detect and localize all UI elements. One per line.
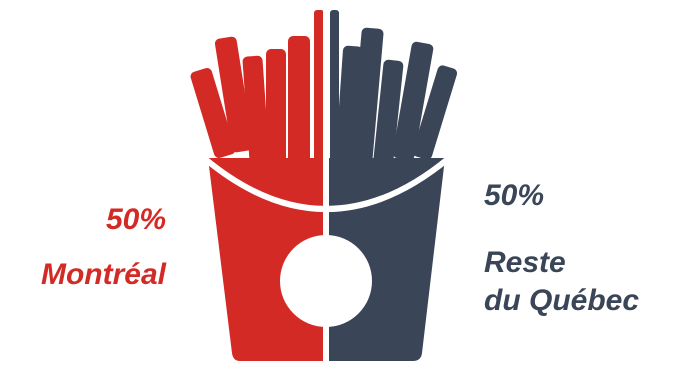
fry-stick (314, 10, 324, 168)
rest-of-quebec-category-label: Reste du Québec (484, 246, 640, 317)
montreal-value-label: 50% (105, 203, 166, 236)
fry-stick (214, 36, 254, 153)
fry-stick (330, 10, 339, 168)
fry-stick (392, 41, 434, 161)
fry-stick (266, 49, 286, 169)
fry-cup-emblem-circle (280, 235, 372, 327)
rest-of-quebec-value-label: 50% (484, 179, 545, 212)
fry-stick (412, 65, 458, 160)
fry-stick (288, 36, 310, 168)
fry-stick (372, 59, 404, 173)
fry-stick (242, 55, 270, 165)
fry-stick (350, 27, 384, 165)
fry-stick (190, 67, 236, 159)
montreal-category-label: Montréal (40, 258, 166, 291)
